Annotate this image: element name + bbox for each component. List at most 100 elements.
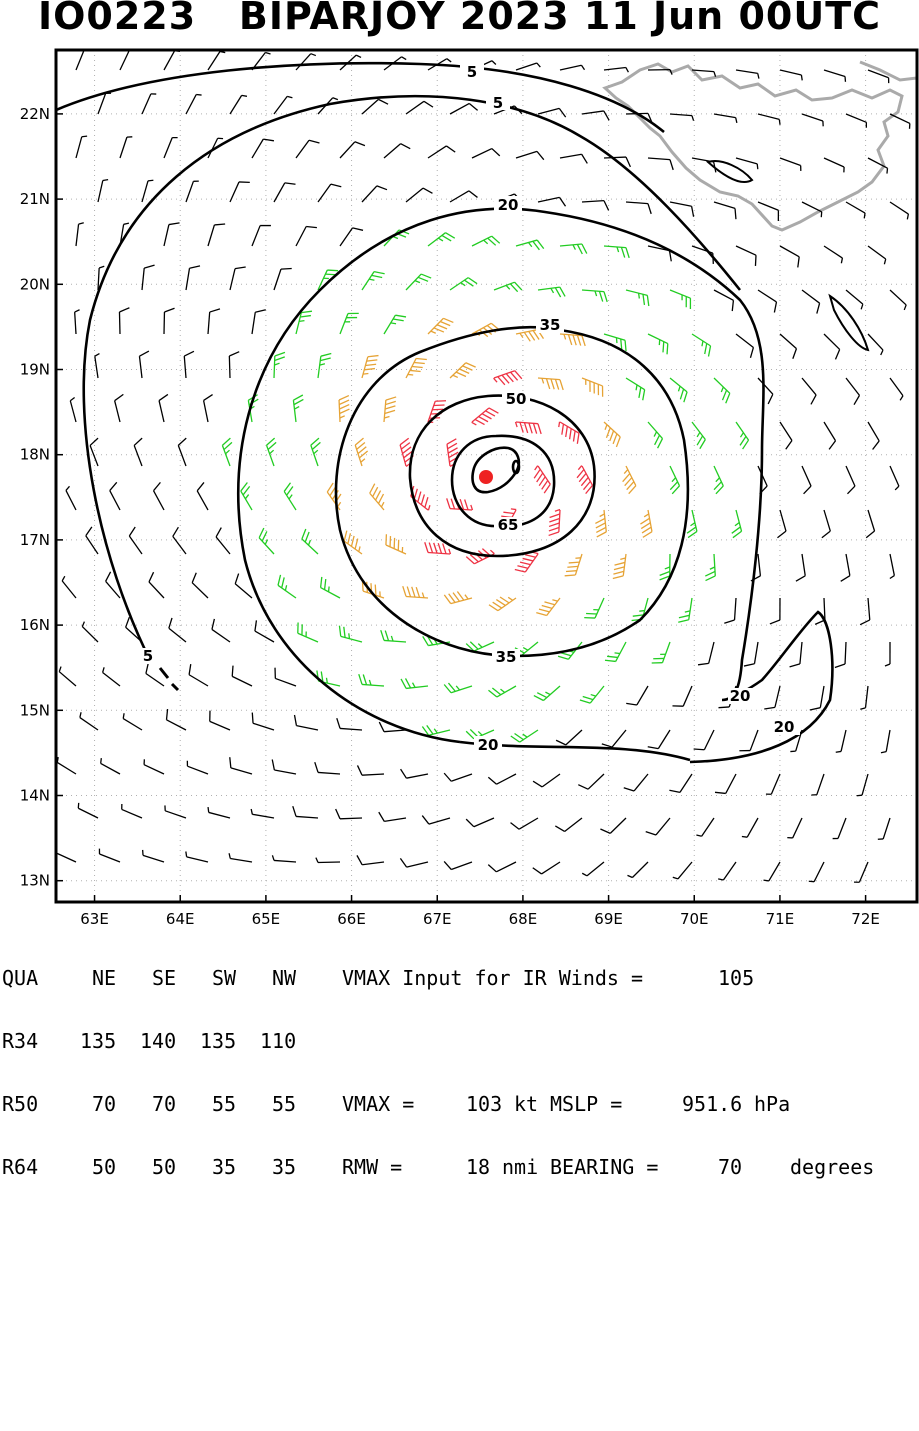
contour-label: 5 bbox=[493, 94, 503, 112]
wind-barb-half-feather bbox=[299, 321, 304, 322]
wind-barb-feather bbox=[214, 224, 225, 225]
lat-tick-label: 20N bbox=[20, 275, 50, 293]
wind-barb-half-feather bbox=[326, 678, 327, 683]
radius-sw: 35 bbox=[212, 1157, 236, 1178]
vmax-unit: kt bbox=[514, 1094, 538, 1115]
stats-header-row: QUA NE SE SW NW VMAX Input for IR Winds … bbox=[0, 968, 919, 989]
lon-tick-label: 63E bbox=[80, 910, 109, 926]
storm-statistics-panel: QUA NE SE SW NW VMAX Input for IR Winds … bbox=[0, 926, 919, 1014]
wind-barb-half-feather bbox=[615, 653, 620, 654]
wind-barb-feather bbox=[663, 342, 664, 353]
contour-label: 50 bbox=[506, 390, 527, 408]
stats-row-r50: R50 70 70 55 55 VMAX = 103 kt MSLP = 951… bbox=[0, 1094, 919, 1115]
wind-barb-feather bbox=[565, 575, 576, 576]
wind-barb-half-feather bbox=[511, 509, 516, 510]
vmax-input-value: 105 bbox=[718, 968, 754, 989]
lat-tick-label: 15N bbox=[20, 701, 50, 719]
wind-barb-half-feather bbox=[329, 587, 330, 592]
storm-center-marker bbox=[479, 470, 493, 484]
lon-tick-label: 67E bbox=[423, 910, 452, 926]
wind-barb-half-feather bbox=[123, 713, 124, 718]
row-label: R50 bbox=[2, 1094, 38, 1115]
bearing-value: 70 bbox=[718, 1157, 742, 1178]
vmax-value: 103 bbox=[466, 1094, 502, 1115]
stats-col-ne: NE bbox=[92, 968, 116, 989]
wind-barb-half-feather bbox=[391, 323, 396, 324]
radius-se: 50 bbox=[152, 1157, 176, 1178]
wind-barb-half-feather bbox=[801, 75, 802, 80]
stats-col-sw: SW bbox=[212, 968, 236, 989]
lon-tick-label: 71E bbox=[766, 910, 795, 926]
contour-label: 20 bbox=[478, 736, 499, 754]
lat-tick-label: 16N bbox=[20, 616, 50, 634]
wind-barb-staff bbox=[229, 356, 230, 378]
wind-barb-half-feather bbox=[408, 374, 413, 375]
wind-barb-half-feather bbox=[779, 119, 780, 124]
wind-barb-half-feather bbox=[864, 213, 865, 218]
wind-barb-half-feather bbox=[208, 807, 209, 812]
contour-label: 20 bbox=[498, 196, 519, 214]
stats-col-quadrant: QUA bbox=[2, 968, 38, 989]
wind-barb-half-feather bbox=[349, 633, 350, 638]
lon-tick-label: 64E bbox=[166, 910, 195, 926]
wind-barb-feather bbox=[252, 713, 253, 724]
wind-barb-staff bbox=[318, 862, 340, 863]
lat-tick-label: 19N bbox=[20, 361, 50, 379]
radius-sw: 55 bbox=[212, 1094, 236, 1115]
wind-barb-half-feather bbox=[148, 180, 153, 181]
bearing-label: BEARING = bbox=[550, 1157, 658, 1178]
lat-tick-label: 21N bbox=[20, 190, 50, 208]
wind-barb-half-feather bbox=[857, 795, 862, 796]
lat-tick-label: 13N bbox=[20, 872, 50, 890]
contour-label: 35 bbox=[496, 648, 517, 666]
stats-col-se: SE bbox=[152, 968, 176, 989]
wind-barb-feather bbox=[718, 707, 729, 708]
radius-ne: 50 bbox=[92, 1157, 116, 1178]
rmw-label: RMW = bbox=[342, 1157, 402, 1178]
wind-barb-feather bbox=[667, 344, 668, 355]
lon-tick-label: 65E bbox=[252, 910, 281, 926]
lat-tick-label: 18N bbox=[20, 446, 50, 464]
wind-barb-staff bbox=[119, 312, 120, 334]
wind-barb-half-feather bbox=[836, 751, 841, 752]
lon-tick-label: 69E bbox=[594, 910, 623, 926]
radius-nw: 110 bbox=[260, 1031, 296, 1052]
contour-label: 65 bbox=[498, 516, 519, 534]
mslp-label: MSLP = bbox=[550, 1094, 622, 1115]
stats-col-nw: NW bbox=[272, 968, 296, 989]
wind-barb-feather bbox=[567, 566, 578, 567]
wind-barb-feather bbox=[694, 749, 705, 750]
wind-barb-half-feather bbox=[742, 836, 747, 837]
rmw-value: 18 bbox=[466, 1157, 490, 1178]
mslp-unit: hPa bbox=[754, 1094, 790, 1115]
wind-barb-feather bbox=[232, 666, 233, 677]
lat-tick-label: 17N bbox=[20, 531, 50, 549]
wind-barb-staff bbox=[274, 356, 275, 378]
radius-nw: 55 bbox=[272, 1094, 296, 1115]
wind-barb-half-feather bbox=[101, 758, 102, 763]
radius-ne: 135 bbox=[80, 1031, 116, 1052]
radius-ne: 70 bbox=[92, 1094, 116, 1115]
radius-se: 140 bbox=[140, 1031, 176, 1052]
lon-tick-label: 72E bbox=[851, 910, 880, 926]
mslp-value: 951.6 bbox=[682, 1094, 742, 1115]
wind-barb-feather bbox=[566, 571, 577, 572]
stats-row-r64: R64 50 50 35 35 RMW = 18 nmi BEARING = 7… bbox=[0, 1157, 919, 1178]
wind-barb-half-feather bbox=[764, 880, 769, 881]
wind-barb-half-feather bbox=[887, 168, 888, 173]
stats-row-r34: R34 135 140 135 110 bbox=[0, 1031, 919, 1052]
rmw-unit: nmi bbox=[502, 1157, 538, 1178]
wind-barb-half-feather bbox=[103, 180, 108, 181]
lon-tick-label: 70E bbox=[680, 910, 709, 926]
lon-tick-label: 66E bbox=[337, 910, 366, 926]
contour-label: 20 bbox=[730, 687, 751, 705]
contour-label: 35 bbox=[540, 316, 561, 334]
lon-tick-label: 68E bbox=[509, 910, 538, 926]
wind-barb-half-feather bbox=[196, 95, 201, 96]
wind-barb-feather bbox=[569, 562, 580, 563]
wind-barb-feather bbox=[735, 208, 736, 219]
wind-barb-half-feather bbox=[82, 136, 87, 137]
radius-sw: 135 bbox=[200, 1031, 236, 1052]
vmax-input-label: VMAX Input for IR Winds = bbox=[342, 968, 643, 989]
